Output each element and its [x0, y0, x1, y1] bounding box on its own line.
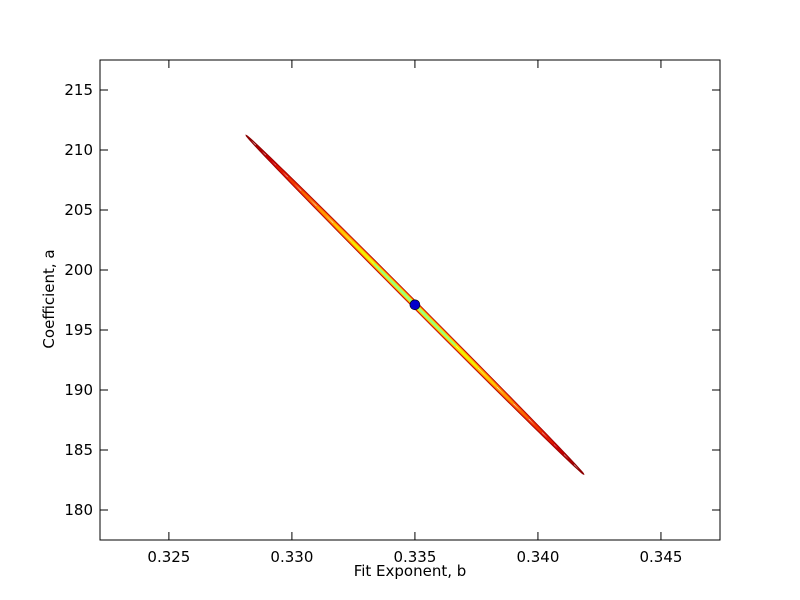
- contour-lines: [245, 134, 585, 476]
- y-axis-label: Coefficient, a: [40, 249, 58, 348]
- y-tick-label: 210: [64, 141, 93, 159]
- y-axis-ticks: 180 185 190 195 200 205 210 215: [64, 81, 720, 519]
- y-tick-label: 200: [64, 261, 93, 279]
- plot-frame: [99, 59, 721, 541]
- x-axis-label: Fit Exponent, b: [354, 562, 467, 580]
- y-tick-label: 195: [64, 321, 93, 339]
- x-tick-label: 0.325: [147, 548, 190, 566]
- x-tick-label: 0.335: [393, 548, 436, 566]
- x-tick-label: 0.330: [270, 548, 313, 566]
- x-tick-label: 0.340: [516, 548, 559, 566]
- y-tick-label: 190: [64, 381, 93, 399]
- y-tick-label: 180: [64, 501, 93, 519]
- best-fit-point: [409, 299, 421, 311]
- y-tick-label: 185: [64, 441, 93, 459]
- y-tick-label: 215: [64, 81, 93, 99]
- contour-level-0: [373, 263, 457, 347]
- x-axis-ticks: 0.325 0.330 0.335 0.340 0.345: [147, 60, 682, 566]
- x-tick-label: 0.345: [639, 548, 682, 566]
- y-tick-label: 205: [64, 201, 93, 219]
